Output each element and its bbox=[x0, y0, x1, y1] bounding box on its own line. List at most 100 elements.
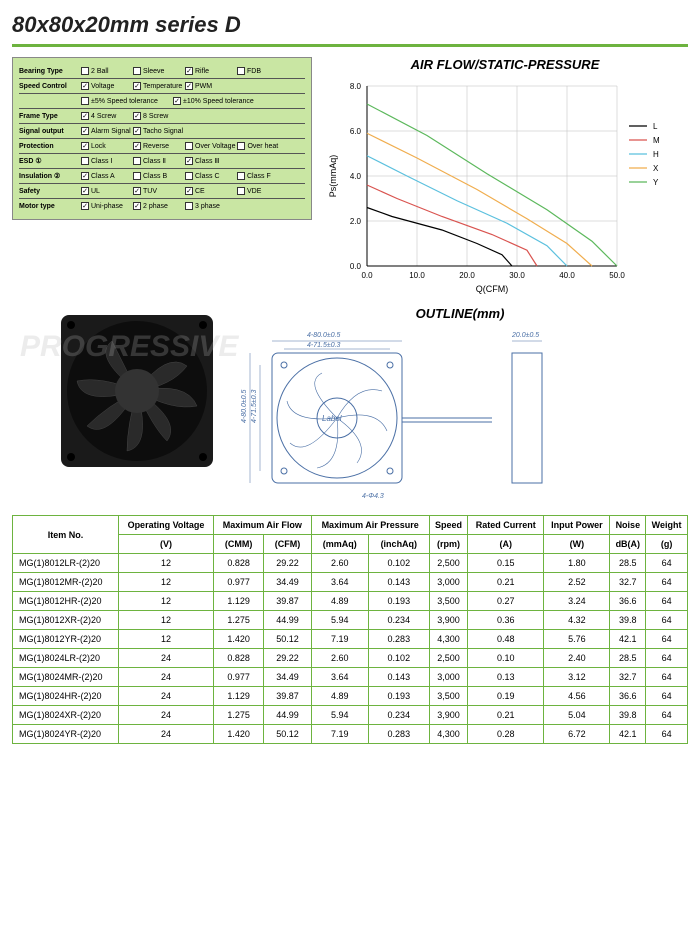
svg-text:8.0: 8.0 bbox=[350, 82, 362, 91]
spec-cell: 0.828 bbox=[213, 649, 263, 668]
checkbox-icon bbox=[81, 172, 89, 180]
param-option: TUV bbox=[133, 187, 183, 195]
checkbox-icon bbox=[133, 127, 141, 135]
spec-cell: 1.129 bbox=[213, 592, 263, 611]
spec-cell: 42.1 bbox=[610, 630, 646, 649]
spec-cell: 2,500 bbox=[429, 554, 468, 573]
param-option: Over Voltage bbox=[185, 142, 235, 150]
checkbox-icon bbox=[185, 82, 193, 90]
spec-cell: MG(1)8012LR-(2)20 bbox=[13, 554, 119, 573]
svg-text:10.0: 10.0 bbox=[409, 271, 425, 280]
spec-cell: 64 bbox=[646, 573, 688, 592]
spec-cell: 0.102 bbox=[368, 554, 429, 573]
spec-cell: 4.56 bbox=[544, 687, 610, 706]
svg-text:4-80.0±0.5: 4-80.0±0.5 bbox=[241, 389, 248, 423]
svg-text:M: M bbox=[653, 136, 660, 145]
param-option: 8 Screw bbox=[133, 112, 183, 120]
spec-cell: 39.8 bbox=[610, 706, 646, 725]
svg-text:L: L bbox=[653, 122, 658, 131]
spec-cell: 0.143 bbox=[368, 573, 429, 592]
param-option: PWM bbox=[185, 82, 235, 90]
checkbox-icon bbox=[133, 142, 141, 150]
spec-cell: 64 bbox=[646, 554, 688, 573]
spec-cell: 4.89 bbox=[311, 592, 368, 611]
param-option: VDE bbox=[237, 187, 287, 195]
spec-cell: 3,900 bbox=[429, 611, 468, 630]
spec-cell: MG(1)8024LR-(2)20 bbox=[13, 649, 119, 668]
spec-cell: 3.24 bbox=[544, 592, 610, 611]
spec-cell: 64 bbox=[646, 725, 688, 744]
spec-cell: 0.102 bbox=[368, 649, 429, 668]
spec-cell: 0.193 bbox=[368, 687, 429, 706]
spec-cell: 0.48 bbox=[468, 630, 544, 649]
param-option: ±10% Speed tolerance bbox=[173, 97, 263, 105]
spec-cell: 3.64 bbox=[311, 668, 368, 687]
checkbox-icon bbox=[133, 187, 141, 195]
param-label: ESD ① bbox=[19, 157, 81, 165]
spec-cell: 64 bbox=[646, 687, 688, 706]
spec-cell: 64 bbox=[646, 630, 688, 649]
outline-drawing: 4-80.0±0.5 4-71.5±0.3 4-Φ4.3 20.0±0.5 4-… bbox=[232, 323, 592, 503]
spec-cell: 0.13 bbox=[468, 668, 544, 687]
spec-cell: 64 bbox=[646, 592, 688, 611]
spec-cell: 44.99 bbox=[264, 611, 311, 630]
spec-cell: 64 bbox=[646, 611, 688, 630]
checkbox-icon bbox=[81, 157, 89, 165]
spec-cell: 3.12 bbox=[544, 668, 610, 687]
checkbox-icon bbox=[133, 202, 141, 210]
svg-text:Q(CFM): Q(CFM) bbox=[476, 284, 509, 294]
outline-title: OUTLINE(mm) bbox=[232, 306, 688, 321]
checkbox-icon bbox=[81, 202, 89, 210]
svg-text:4-71.5±0.3: 4-71.5±0.3 bbox=[307, 342, 341, 349]
spec-cell: 50.12 bbox=[264, 630, 311, 649]
spec-cell: 24 bbox=[118, 725, 213, 744]
checkbox-icon bbox=[237, 142, 245, 150]
svg-text:20.0±0.5: 20.0±0.5 bbox=[511, 332, 539, 339]
spec-cell: 2,500 bbox=[429, 649, 468, 668]
spec-cell: 39.87 bbox=[264, 687, 311, 706]
spec-cell: 0.283 bbox=[368, 630, 429, 649]
param-option: 3 phase bbox=[185, 202, 235, 210]
param-label: Speed Control bbox=[19, 83, 81, 90]
param-option: Class Ⅰ bbox=[81, 157, 131, 165]
spec-cell: 2.40 bbox=[544, 649, 610, 668]
spec-cell: 64 bbox=[646, 706, 688, 725]
spec-cell: 2.52 bbox=[544, 573, 610, 592]
spec-cell: 12 bbox=[118, 554, 213, 573]
param-option: Voltage bbox=[81, 82, 131, 90]
airflow-chart: 0.010.020.030.040.050.00.02.04.06.08.0Q(… bbox=[322, 76, 682, 296]
param-option: Class C bbox=[185, 172, 235, 180]
spec-cell: 3.64 bbox=[311, 573, 368, 592]
spec-cell: 39.8 bbox=[610, 611, 646, 630]
svg-text:6.0: 6.0 bbox=[350, 127, 362, 136]
spec-cell: 29.22 bbox=[264, 649, 311, 668]
spec-cell: 4,300 bbox=[429, 630, 468, 649]
svg-text:0.0: 0.0 bbox=[350, 262, 362, 271]
spec-cell: 0.28 bbox=[468, 725, 544, 744]
spec-cell: 24 bbox=[118, 687, 213, 706]
spec-cell: 64 bbox=[646, 649, 688, 668]
checkbox-icon bbox=[133, 82, 141, 90]
svg-text:4-71.5±0.3: 4-71.5±0.3 bbox=[251, 389, 258, 423]
spec-cell: 4.89 bbox=[311, 687, 368, 706]
spec-cell: 7.19 bbox=[311, 630, 368, 649]
checkbox-icon bbox=[185, 67, 193, 75]
checkbox-icon bbox=[133, 67, 141, 75]
spec-cell: 4.32 bbox=[544, 611, 610, 630]
spec-cell: 39.87 bbox=[264, 592, 311, 611]
spec-cell: 1.275 bbox=[213, 706, 263, 725]
param-option: Lock bbox=[81, 142, 131, 150]
spec-cell: 36.6 bbox=[610, 592, 646, 611]
param-label: Protection bbox=[19, 143, 81, 150]
checkbox-icon bbox=[133, 172, 141, 180]
spec-cell: 34.49 bbox=[264, 668, 311, 687]
spec-cell: 6.72 bbox=[544, 725, 610, 744]
spec-cell: MG(1)8024XR-(2)20 bbox=[13, 706, 119, 725]
spec-cell: 1.420 bbox=[213, 630, 263, 649]
checkbox-icon bbox=[81, 187, 89, 195]
param-option: FDB bbox=[237, 67, 287, 75]
checkbox-icon bbox=[185, 157, 193, 165]
chart-title: AIR FLOW/STATIC-PRESSURE bbox=[322, 57, 688, 72]
svg-text:50.0: 50.0 bbox=[609, 271, 625, 280]
param-option: Uni-phase bbox=[81, 202, 131, 210]
